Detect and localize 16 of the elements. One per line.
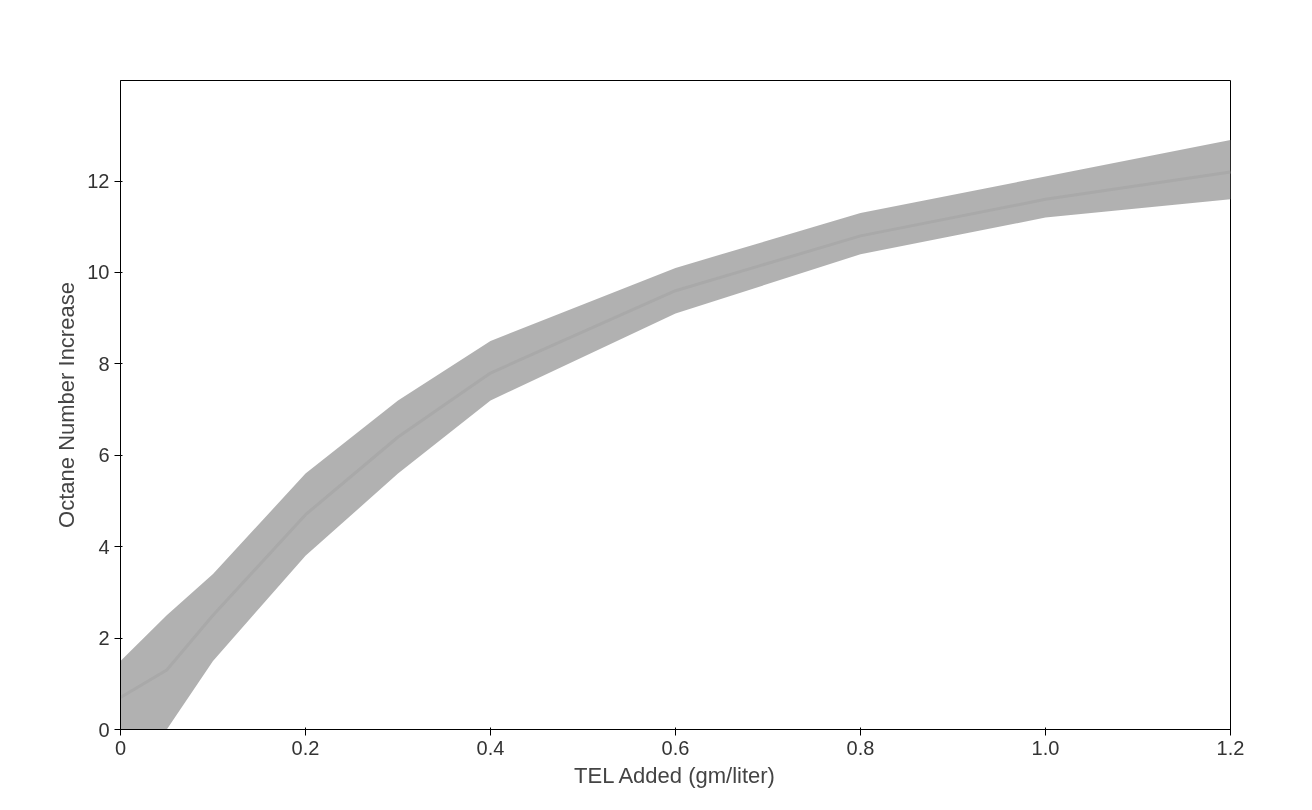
- y-tick-label: 12: [87, 170, 110, 193]
- y-axis-title: Octane Number Increase: [54, 282, 80, 528]
- y-tick-label: 10: [87, 261, 110, 284]
- x-tick-label: 1.2: [1216, 736, 1245, 759]
- x-tick-label: 0.8: [846, 736, 875, 759]
- y-tick-label: 0: [98, 718, 110, 741]
- x-tick-label: 1.0: [1031, 736, 1060, 759]
- x-tick-label: 0.6: [661, 736, 690, 759]
- x-tick-label: 0.4: [476, 736, 505, 759]
- y-tick-label: 8: [98, 352, 110, 375]
- x-tick-label: 0.2: [291, 736, 320, 759]
- y-tick-label: 4: [98, 535, 110, 558]
- x-tick-label: 0: [114, 736, 127, 759]
- x-axis-title: TEL Added (gm/liter): [574, 762, 775, 788]
- y-tick-label: 6: [98, 444, 110, 467]
- y-tick-label: 2: [98, 627, 110, 650]
